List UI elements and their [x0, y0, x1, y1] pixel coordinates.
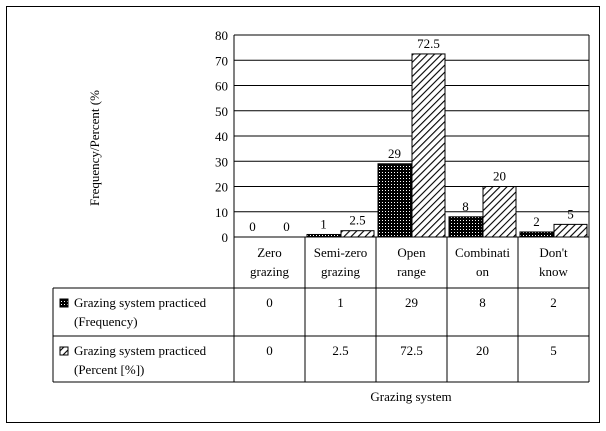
y-tick-label: 20	[215, 180, 228, 195]
legend-key-frequency	[59, 298, 69, 308]
data-label-frequency: 0	[249, 219, 256, 234]
table-cell: 5	[550, 343, 557, 358]
category-label: Semi-zero	[314, 245, 367, 260]
table-cell: 8	[479, 295, 486, 310]
bar-frequency	[377, 163, 412, 238]
bar-percent	[553, 223, 588, 238]
data-label-percent: 2.5	[349, 213, 365, 228]
category-label: range	[397, 264, 426, 279]
data-label-percent: 72.5	[417, 36, 440, 51]
table-cell: 20	[476, 343, 489, 358]
legend-label: (Percent [%])	[74, 362, 144, 377]
x-axis-title: Grazing system	[370, 389, 451, 404]
category-label: grazing	[321, 264, 360, 279]
y-tick-label: 40	[215, 129, 228, 144]
legend-label: Grazing system practiced	[74, 343, 207, 358]
category-label: Combinati	[455, 245, 510, 260]
y-tick-label: 30	[215, 154, 228, 169]
table-cell: 72.5	[400, 343, 423, 358]
category-label: Zero	[257, 245, 282, 260]
table-cell: 2	[550, 295, 557, 310]
category-label: know	[539, 264, 569, 279]
legend-key-percent	[59, 346, 69, 356]
data-label-frequency: 1	[320, 216, 327, 231]
table-cell: 2.5	[332, 343, 348, 358]
table-cell: 1	[337, 295, 344, 310]
bar-percent	[411, 53, 446, 238]
data-label-percent: 5	[567, 206, 574, 221]
chart-frame	[6, 6, 600, 423]
legend-label: (Frequency)	[74, 314, 138, 329]
bar-percent	[340, 230, 375, 238]
table-cell: 0	[266, 343, 273, 358]
category-label: grazing	[250, 264, 289, 279]
y-tick-label: 50	[215, 104, 228, 119]
legend-label: Grazing system practiced	[74, 295, 207, 310]
category-label: Open	[397, 245, 426, 260]
y-tick-label: 80	[215, 28, 228, 43]
table-cell: 29	[405, 295, 418, 310]
data-label-frequency: 8	[462, 199, 469, 214]
y-axis-title: Frequency/Percent (%	[87, 90, 102, 206]
bar-frequency	[448, 216, 483, 238]
y-tick-label: 60	[215, 79, 228, 94]
y-tick-label: 0	[222, 230, 229, 245]
bar-frequency	[306, 233, 341, 238]
y-tick-label: 10	[215, 205, 228, 220]
data-label-percent: 0	[283, 219, 290, 234]
data-label-frequency: 2	[533, 214, 540, 229]
data-label-percent: 20	[493, 169, 506, 184]
table-cell: 0	[266, 295, 273, 310]
bar-percent	[482, 186, 517, 238]
category-label: Don't	[539, 245, 568, 260]
category-label: on	[476, 264, 490, 279]
bar-frequency	[519, 231, 554, 238]
data-label-frequency: 29	[388, 146, 401, 161]
y-tick-label: 70	[215, 53, 228, 68]
